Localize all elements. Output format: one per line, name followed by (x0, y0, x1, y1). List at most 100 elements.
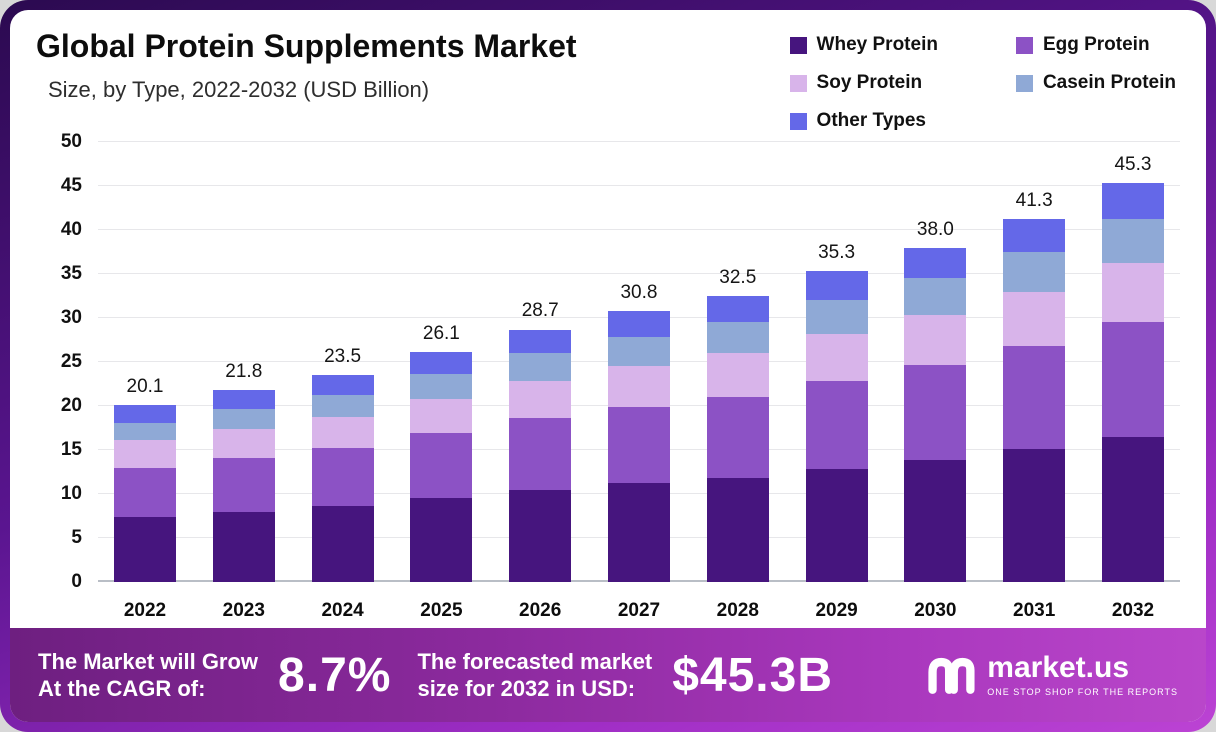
infographic-card: Global Protein Supplements Market Size, … (10, 10, 1206, 722)
cagr-label-line2: At the CAGR of: (38, 676, 206, 701)
bar-segment (311, 448, 374, 507)
bar-stack (410, 352, 473, 582)
bar-segment (212, 457, 275, 512)
y-tick-label: 40 (60, 219, 82, 240)
cagr-label-line1: The Market will Grow (38, 648, 259, 674)
x-axis-labels: 2022 2023 2024 2025 2026 2027 2028 2029 2030 2031… (98, 586, 1180, 628)
plot-area: 20.1 21.8 23.5 26.1 28.7 30.8 32.5 35.3 38.0 41.3… (61, 131, 1180, 592)
x-tick-label: 2023 (222, 600, 265, 621)
bar-segment (904, 315, 967, 365)
x-tick-label: 2032 (1111, 600, 1155, 621)
bar-total-label: 41.3 (1015, 189, 1053, 211)
legend-swatch-other-types (789, 112, 807, 130)
x-tick-label: 2028 (716, 600, 759, 621)
gridline (98, 141, 1180, 142)
bars-container: 20.1 21.8 23.5 26.1 28.7 30.8 32.5 35.3 38.0 41.3… (98, 142, 1180, 582)
bar-column: 35.3 (805, 142, 868, 582)
bar-segment (509, 380, 572, 419)
legend: Whey Protein Egg Protein Soy Protein Cas… (789, 28, 1176, 132)
legend-label: Other Types (816, 110, 927, 131)
bar-total-label: 23.5 (324, 346, 362, 368)
bar-segment (904, 278, 967, 316)
bar-segment (607, 311, 670, 337)
bar-stack (212, 390, 275, 582)
legend-swatch-casein-protein (1015, 74, 1033, 92)
bar-segment (114, 405, 176, 423)
bar-total-label: 28.7 (521, 300, 559, 322)
x-tick-label: 2030 (914, 600, 957, 621)
bar-segment (311, 506, 374, 582)
bar-segment (805, 468, 868, 582)
cagr-label: The Market will Grow At the CAGR of: (38, 648, 258, 703)
bar-segment (311, 416, 374, 449)
legend-swatch-whey-protein (789, 36, 807, 54)
legend-swatch-soy-protein (789, 74, 807, 92)
bar-segment (1101, 322, 1164, 437)
legend-label: Casein Protein (1042, 72, 1176, 93)
bar-total-label: 32.5 (719, 267, 757, 288)
bar-segment (311, 375, 374, 395)
bar-segment (114, 422, 176, 441)
bar-segment (509, 353, 572, 381)
bar-segment (1101, 263, 1164, 323)
bar-segment (1101, 219, 1164, 264)
bar-stack (1003, 218, 1066, 582)
bar-total-label: 26.1 (422, 323, 460, 345)
bar-segment (114, 440, 176, 468)
bar-segment (706, 322, 769, 354)
legend-item-other-types: Other Types (789, 110, 938, 132)
bar-stack (1101, 183, 1164, 582)
bar-column: 38.0 (904, 142, 967, 582)
bar-column: 20.1 (114, 142, 176, 582)
bar-segment (904, 459, 967, 582)
y-tick-label: 0 (71, 571, 82, 592)
legend-item-whey-protein: Whey Protein (789, 34, 938, 56)
legend-item-egg-protein: Egg Protein (1015, 34, 1176, 56)
y-tick-label: 20 (60, 395, 82, 416)
bar-column: 45.3 (1101, 142, 1164, 582)
bar-segment (706, 353, 769, 398)
x-tick-label: 2022 (123, 600, 167, 621)
bar-stack (904, 247, 967, 582)
bar-total-label: 21.8 (225, 361, 263, 383)
y-tick-label: 45 (60, 175, 82, 196)
bar-segment (706, 397, 769, 479)
bar-segment (706, 478, 769, 582)
bar-segment (212, 408, 275, 429)
bar-segment (805, 380, 868, 469)
forecast-label: The forecasted market size for 2032 in U… (417, 648, 652, 703)
legend-label: Whey Protein (816, 34, 938, 55)
x-tick-label: 2025 (420, 600, 463, 621)
bar-segment (410, 352, 473, 375)
y-tick-label: 30 (60, 307, 82, 328)
footer-banner: The Market will Grow At the CAGR of: 8.7… (10, 628, 1206, 722)
bar-segment (311, 394, 374, 417)
y-tick-label: 5 (71, 527, 82, 548)
bar-segment (1003, 291, 1066, 347)
bar-segment (212, 511, 275, 582)
bar-column: 41.3 (1003, 142, 1066, 582)
bar-stack (311, 375, 374, 582)
forecast-value: $45.3B (672, 648, 833, 702)
bar-total-label: 35.3 (818, 242, 856, 264)
legend-item-soy-protein: Soy Protein (789, 72, 938, 94)
bar-segment (410, 497, 473, 582)
bar-segment (509, 418, 572, 490)
bar-segment (1101, 183, 1164, 220)
x-tick-label: 2027 (617, 600, 661, 621)
bar-column: 23.5 (311, 142, 374, 582)
bar-segment (509, 329, 572, 354)
x-tick-label: 2029 (815, 600, 858, 621)
bar-stack (607, 311, 670, 582)
bar-segment (509, 489, 572, 582)
forecast-label-line2: size for 2032 in USD: (417, 676, 636, 701)
bar-segment (1003, 449, 1066, 582)
y-tick-label: 50 (60, 131, 82, 152)
stacked-bar-chart: 20.1 21.8 23.5 26.1 28.7 30.8 32.5 35.3 38.0 41.3… (10, 131, 1206, 628)
x-tick-label: 2024 (321, 600, 364, 621)
bar-segment (1101, 436, 1164, 582)
bar-segment (114, 467, 176, 517)
bar-segment (805, 333, 868, 381)
gridline (98, 273, 1180, 274)
